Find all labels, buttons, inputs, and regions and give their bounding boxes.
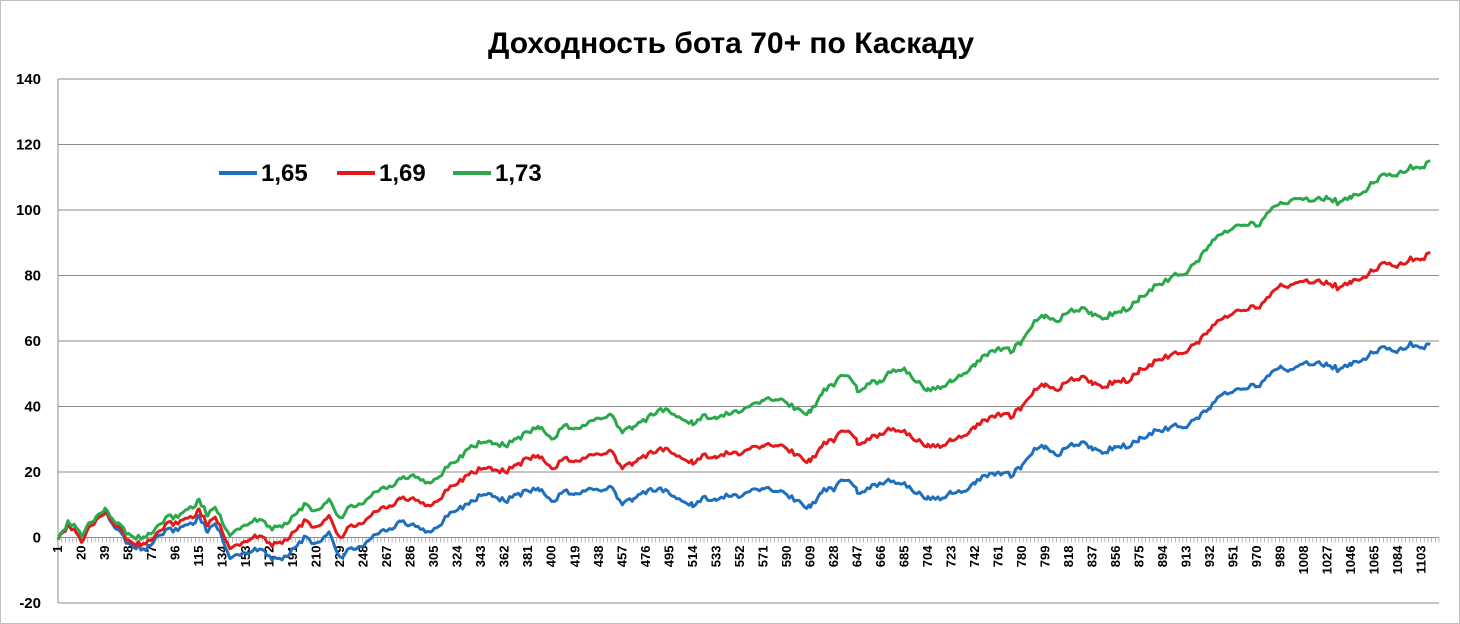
x-axis-tick-marks [57, 537, 1440, 543]
x-tick-label: 210 [309, 546, 324, 568]
x-tick-label: 780 [1014, 546, 1029, 568]
x-tick-label: 609 [802, 546, 817, 568]
x-tick-label: 989 [1273, 546, 1288, 568]
x-tick-label: 1027 [1320, 546, 1335, 575]
x-tick-label: 58 [121, 546, 136, 560]
x-tick-label: 571 [755, 546, 770, 568]
y-tick-label: 40 [24, 399, 41, 416]
x-tick-label: 590 [779, 546, 794, 568]
x-tick-label: 324 [450, 545, 465, 567]
x-tick-label: 552 [732, 546, 747, 568]
x-tick-label: 191 [285, 546, 300, 568]
x-tick-label: 115 [191, 546, 206, 567]
x-tick-label: 628 [826, 546, 841, 568]
series-line-2 [56, 251, 1431, 551]
x-tick-label: 39 [97, 546, 112, 560]
legend-label-3: 1,73 [495, 160, 542, 187]
y-tick-label: 140 [16, 71, 41, 88]
x-tick-label: 704 [920, 545, 935, 567]
x-tick-label: 153 [238, 546, 253, 568]
y-tick-label: 0 [33, 530, 41, 547]
x-tick-label: 647 [849, 546, 864, 568]
x-tick-label: 913 [1179, 546, 1194, 568]
x-tick-label: 932 [1202, 546, 1217, 568]
x-tick-label: 248 [356, 546, 371, 568]
y-tick-label: 120 [16, 137, 41, 154]
x-tick-label: 837 [1085, 546, 1100, 568]
series-lines [56, 159, 1431, 562]
series-line-1 [56, 340, 1431, 562]
x-tick-label: 1065 [1367, 546, 1382, 575]
legend: 1,65 1,69 1,73 [219, 160, 542, 187]
legend-label-2: 1,69 [379, 160, 426, 187]
x-tick-label: 514 [685, 545, 700, 567]
x-tick-label: 457 [614, 546, 629, 568]
x-tick-label: 875 [1132, 546, 1147, 568]
x-tick-label: 742 [967, 546, 982, 568]
x-tick-label: 1008 [1296, 546, 1311, 575]
x-tick-label: 419 [567, 546, 582, 568]
x-tick-label: 533 [708, 546, 723, 568]
x-tick-label: 894 [1155, 545, 1170, 567]
x-tick-label: 723 [943, 546, 958, 568]
y-tick-label: 100 [16, 202, 41, 219]
x-tick-label: 362 [497, 546, 512, 568]
x-tick-label: 1103 [1414, 546, 1429, 574]
x-tick-label: 495 [661, 546, 676, 568]
x-tick-label: 476 [638, 546, 653, 568]
y-tick-label: -20 [19, 595, 41, 612]
x-tick-label: 761 [990, 546, 1005, 568]
x-tick-label: 96 [168, 546, 183, 560]
y-tick-label: 20 [24, 464, 41, 481]
x-tick-label: 818 [1061, 546, 1076, 568]
x-tick-label: 343 [473, 546, 488, 568]
x-tick-label: 970 [1249, 546, 1264, 568]
x-tick-label: 381 [520, 546, 535, 568]
x-tick-label: 438 [591, 546, 606, 568]
legend-label-1: 1,65 [261, 160, 308, 187]
x-tick-label: 286 [403, 546, 418, 568]
y-axis-tick-labels: -20 0 20 40 60 80 100 120 140 [16, 71, 41, 612]
x-axis-tick-labels: 1 20 39 58 77 96 115 134 153 172 191 210 229 248 267 28… [50, 545, 1429, 575]
x-tick-label: 856 [1108, 546, 1123, 568]
chart-title: Доходность бота 70+ по Каскаду [488, 27, 974, 60]
x-tick-label: 685 [896, 546, 911, 568]
x-tick-label: 1084 [1390, 545, 1405, 575]
y-tick-label: 80 [24, 268, 41, 285]
x-tick-label: 20 [74, 546, 89, 560]
x-tick-label: 1046 [1343, 546, 1358, 575]
x-tick-label: 400 [544, 546, 559, 568]
x-tick-label: 666 [873, 546, 888, 568]
x-tick-label: 799 [1037, 546, 1052, 568]
x-tick-label: 1 [50, 546, 65, 553]
y-tick-label: 60 [24, 333, 41, 350]
x-tick-label: 305 [426, 546, 441, 568]
x-tick-label: 267 [379, 546, 394, 568]
series-line-3 [56, 159, 1431, 541]
x-tick-label: 951 [1226, 546, 1241, 568]
